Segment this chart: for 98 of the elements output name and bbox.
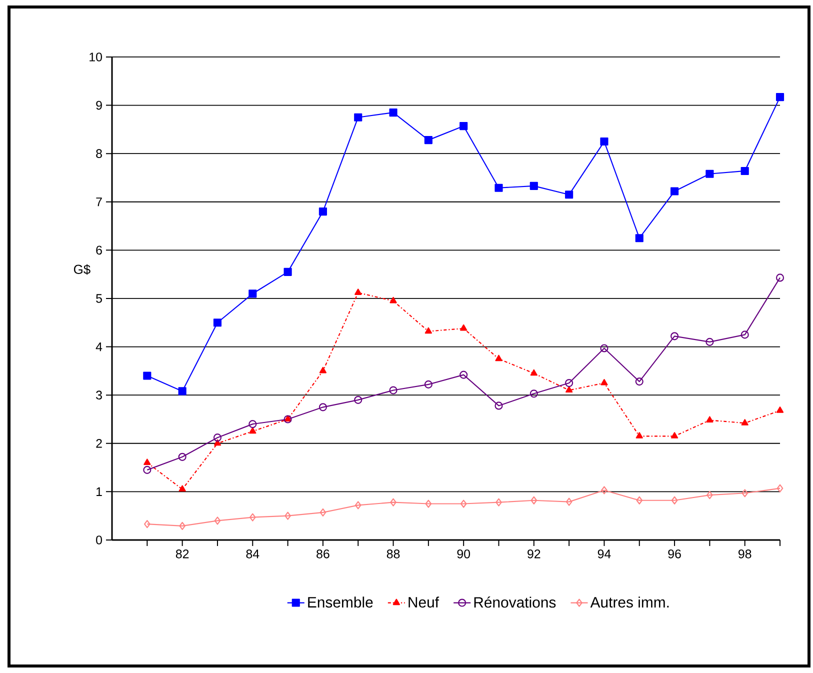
legend-label: Ensemble xyxy=(308,596,373,608)
point xyxy=(566,498,572,506)
y-tick-label: 5 xyxy=(96,294,102,303)
point xyxy=(670,432,678,438)
point xyxy=(144,458,151,465)
point xyxy=(530,369,538,376)
point xyxy=(460,324,468,331)
point xyxy=(425,500,432,508)
point xyxy=(178,387,186,396)
point xyxy=(248,420,257,428)
point xyxy=(460,500,467,508)
point xyxy=(284,512,291,520)
point xyxy=(249,427,256,434)
point xyxy=(530,182,538,190)
y-tick-label: 7 xyxy=(96,198,102,206)
y-tick-label: 2 xyxy=(96,439,102,448)
x-tick-label: 92 xyxy=(528,550,540,558)
point xyxy=(636,432,643,438)
point xyxy=(460,370,468,379)
point xyxy=(424,380,432,388)
point xyxy=(354,501,362,510)
point xyxy=(249,513,256,522)
point xyxy=(319,366,327,374)
y-tick-label: 9 xyxy=(96,100,102,110)
y-tick-label: 1 xyxy=(96,487,102,496)
point xyxy=(496,498,502,506)
point xyxy=(600,137,608,146)
point xyxy=(214,516,221,525)
x-tick-label: 86 xyxy=(316,550,330,558)
point xyxy=(389,108,398,117)
point xyxy=(601,486,608,494)
point xyxy=(600,378,608,386)
x-tick-label: 90 xyxy=(457,550,470,558)
x-tick-label: 88 xyxy=(386,550,400,558)
point xyxy=(390,498,396,506)
y-axis-title: G$ xyxy=(74,264,90,275)
point xyxy=(284,268,292,276)
point xyxy=(776,484,784,492)
point xyxy=(635,234,644,242)
point xyxy=(143,372,152,380)
point xyxy=(565,386,573,393)
x-tick-label: 98 xyxy=(738,550,752,558)
point xyxy=(706,170,714,178)
point xyxy=(494,184,503,192)
y-tick-label: 0 xyxy=(96,536,102,544)
y-tick-label: 3 xyxy=(96,390,102,400)
point xyxy=(494,402,503,410)
point xyxy=(178,452,186,461)
point xyxy=(389,386,398,394)
point xyxy=(706,338,714,346)
point xyxy=(178,485,186,492)
point xyxy=(354,113,362,122)
legend-label: Neuf xyxy=(408,596,440,608)
legend-label: Rénovations xyxy=(474,596,556,608)
point xyxy=(636,496,643,504)
point xyxy=(213,318,222,327)
point xyxy=(670,187,679,196)
point xyxy=(213,434,222,442)
point xyxy=(354,396,362,404)
point xyxy=(706,416,714,422)
y-tick-label: 4 xyxy=(96,342,102,352)
point xyxy=(248,290,257,298)
point xyxy=(776,274,784,282)
point xyxy=(776,93,784,102)
y-tick-label: 8 xyxy=(96,149,102,158)
point xyxy=(143,466,152,474)
x-tick-label: 84 xyxy=(246,550,260,558)
legend-label: Autres imm. xyxy=(590,596,669,608)
point xyxy=(354,288,362,295)
point xyxy=(424,327,432,334)
x-tick-label: 96 xyxy=(668,550,681,558)
point xyxy=(776,406,784,413)
point xyxy=(179,522,186,530)
y-tick-label: 10 xyxy=(90,52,102,62)
point xyxy=(424,136,432,144)
point xyxy=(706,491,713,500)
point xyxy=(742,489,748,498)
x-tick-label: 94 xyxy=(598,550,611,558)
point xyxy=(495,354,502,362)
point xyxy=(670,332,679,340)
point xyxy=(740,330,749,339)
point xyxy=(530,390,538,398)
point xyxy=(671,496,678,504)
point xyxy=(318,208,327,216)
point xyxy=(460,122,468,130)
point xyxy=(390,296,397,304)
point xyxy=(740,166,749,176)
point xyxy=(318,403,327,412)
point xyxy=(565,190,574,199)
point xyxy=(600,344,608,352)
point xyxy=(741,419,748,426)
point xyxy=(320,508,326,516)
point xyxy=(530,496,538,504)
y-tick-label: 6 xyxy=(96,246,102,255)
point xyxy=(144,520,150,528)
point xyxy=(565,378,574,388)
point xyxy=(635,378,644,386)
x-tick-label: 82 xyxy=(176,550,189,558)
